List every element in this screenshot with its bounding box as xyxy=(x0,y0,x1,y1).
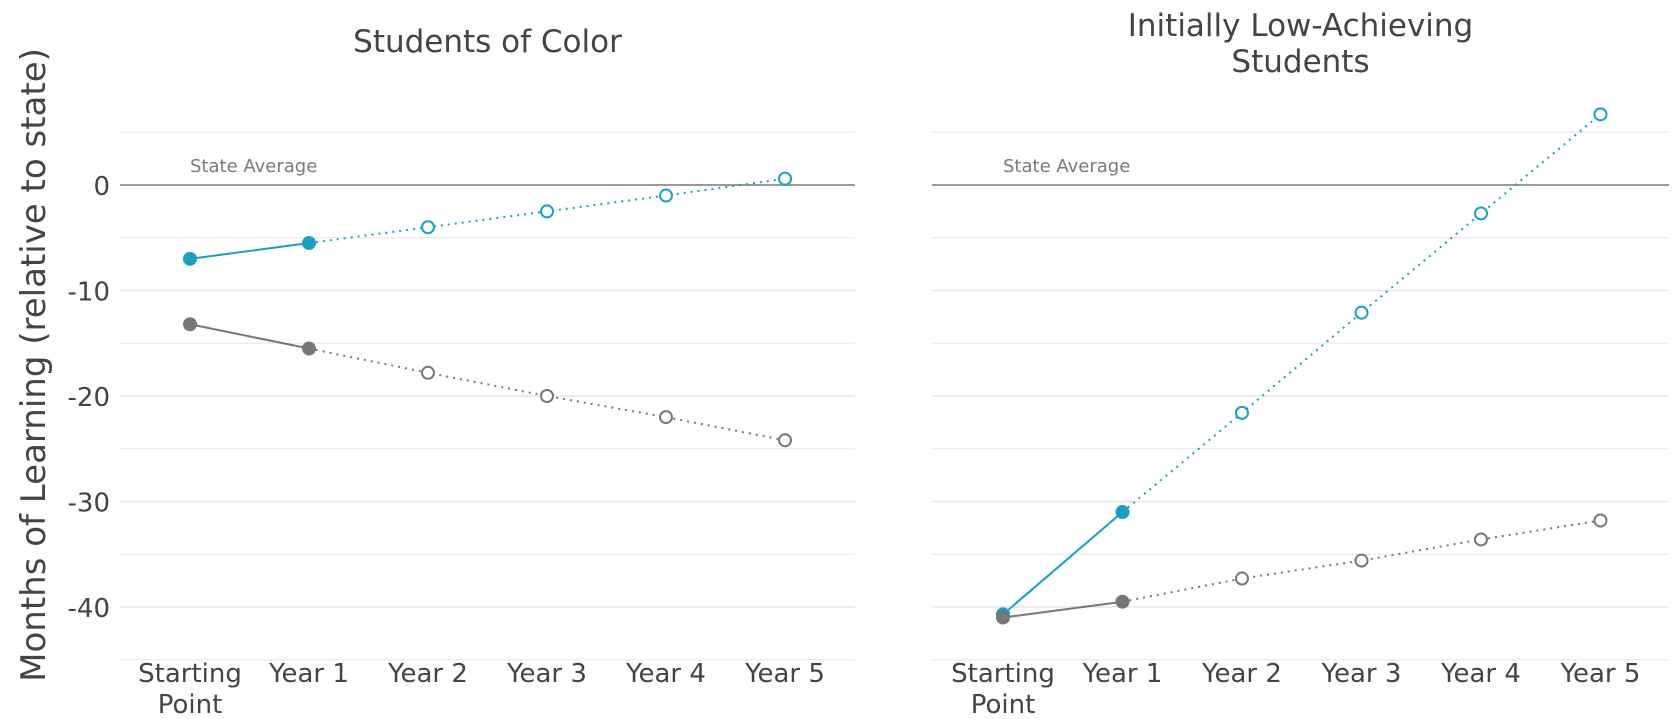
data-point-gray xyxy=(778,433,792,448)
x-tick-label: Year 5 xyxy=(744,659,825,689)
data-point-gray xyxy=(1115,594,1130,609)
data-point-gray xyxy=(1354,553,1369,568)
data-point-teal xyxy=(1593,107,1608,122)
x-tick-label: Year 1 xyxy=(268,659,349,689)
x-tick-label: Year 5 xyxy=(1560,659,1641,689)
data-point-teal xyxy=(1474,206,1488,221)
x-tick-label: Starting Point xyxy=(138,659,242,715)
series-line-observed-gray xyxy=(189,323,310,350)
data-point-gray xyxy=(1474,532,1488,547)
y-axis-label: Months of Learning (relative to state) xyxy=(14,48,54,682)
x-tick-label: Year 3 xyxy=(1321,659,1402,689)
y-tick-label: -30 xyxy=(68,489,110,519)
data-point-gray xyxy=(421,365,435,380)
data-point-gray xyxy=(1235,571,1249,586)
data-point-teal xyxy=(1115,505,1130,520)
y-tick-label: -10 xyxy=(68,278,110,308)
x-tick-label: Starting Point xyxy=(951,659,1055,715)
panel-title: Students of Color xyxy=(353,24,622,60)
data-point-teal xyxy=(659,188,673,203)
data-point-teal xyxy=(1354,305,1369,320)
data-point-gray xyxy=(659,410,673,425)
series-line-projected-teal xyxy=(1121,113,1602,513)
x-tick-label: Year 2 xyxy=(1201,659,1282,689)
y-tick-label: -20 xyxy=(68,383,110,413)
data-point-gray xyxy=(183,317,197,332)
series-line-observed-teal xyxy=(189,242,310,260)
x-tick-label: Year 4 xyxy=(625,659,706,689)
data-point-gray xyxy=(1593,513,1608,528)
series-line-observed-teal xyxy=(1002,511,1124,616)
x-tick-label: Year 4 xyxy=(1440,659,1521,689)
y-tick-label: 0 xyxy=(93,172,110,202)
state-average-label: State Average xyxy=(1003,156,1130,177)
data-point-gray xyxy=(302,341,316,356)
series-line-projected-teal xyxy=(308,177,786,245)
x-tick-label: Year 3 xyxy=(506,659,587,689)
data-point-gray xyxy=(996,610,1010,625)
series-line-observed-gray xyxy=(1002,600,1123,619)
x-tick-label: Year 2 xyxy=(387,659,468,689)
data-point-teal xyxy=(421,220,435,235)
data-point-teal xyxy=(778,171,792,186)
y-tick-label: -40 xyxy=(68,594,110,624)
data-point-gray xyxy=(540,389,554,403)
panel-title: Initially Low-Achieving Students xyxy=(1128,8,1473,80)
data-point-teal xyxy=(1235,405,1249,420)
state-average-label: State Average xyxy=(190,156,317,177)
x-tick-label: Year 1 xyxy=(1082,659,1163,689)
data-point-teal xyxy=(540,204,554,219)
data-point-teal xyxy=(183,251,197,266)
data-point-teal xyxy=(302,236,316,251)
